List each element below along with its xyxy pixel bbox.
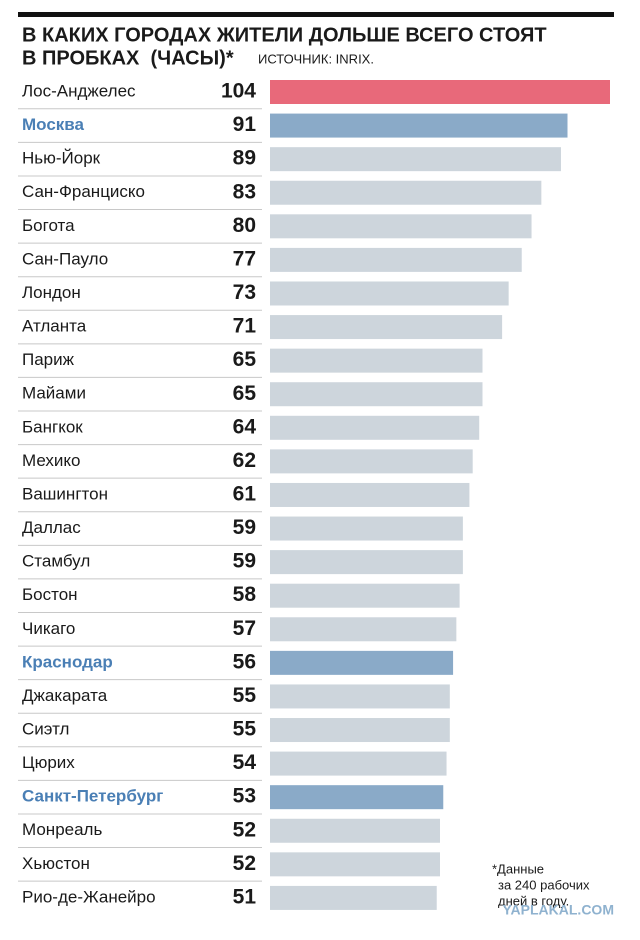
category-label: Сиэтл: [22, 720, 69, 739]
value-label: 59: [233, 550, 256, 573]
category-label: Сан-Франциско: [22, 182, 145, 201]
bar: [270, 852, 440, 877]
bar: [270, 180, 542, 205]
value-label: 55: [233, 684, 257, 707]
bar: [270, 818, 440, 843]
bar: [270, 885, 437, 910]
value-label: 77: [233, 247, 256, 270]
value-label: 62: [233, 449, 256, 472]
value-label: 80: [233, 214, 256, 237]
footnote: *Данные: [492, 861, 544, 876]
category-label: Хьюстон: [22, 854, 90, 873]
bar: [270, 147, 561, 172]
category-label: Рио-де-Жанейро: [22, 887, 156, 906]
bar: [270, 718, 450, 743]
value-label: 56: [233, 650, 256, 673]
bar: [270, 516, 463, 541]
watermark: YAPLAKAL.COM: [503, 902, 615, 918]
category-label: Бостон: [22, 585, 78, 604]
value-label: 55: [233, 718, 257, 741]
category-label: Майами: [22, 384, 86, 403]
footnote: дней в году.: [498, 893, 569, 908]
category-label: Лос-Анджелес: [22, 81, 136, 100]
category-label: Цюрих: [22, 753, 75, 772]
category-label: Богота: [22, 216, 75, 235]
category-label: Мехико: [22, 451, 81, 470]
value-label: 51: [233, 885, 257, 908]
value-label: 61: [233, 483, 257, 506]
bar: [270, 449, 473, 474]
value-label: 71: [233, 315, 257, 338]
bar: [270, 650, 454, 675]
value-label: 65: [233, 348, 257, 371]
bar: [270, 785, 444, 810]
value-label: 52: [233, 852, 256, 875]
bar: [270, 684, 450, 709]
category-label: Сан-Пауло: [22, 249, 108, 268]
value-label: 52: [233, 818, 256, 841]
category-label: Монреаль: [22, 820, 102, 839]
source: ИСТОЧНИК: INRIX.: [258, 51, 374, 66]
category-label: Вашингтон: [22, 484, 108, 503]
value-label: 59: [233, 516, 256, 539]
category-label: Чикаго: [22, 619, 75, 638]
bar: [270, 617, 457, 642]
category-label: Москва: [22, 115, 85, 134]
category-label: Лондон: [22, 283, 81, 302]
value-label: 57: [233, 617, 256, 640]
bar: [270, 281, 509, 306]
bar: [270, 482, 470, 507]
chart-title: В ПРОБКАХ (ЧАСЫ)*: [22, 47, 234, 69]
footnote: за 240 рабочих: [498, 877, 590, 892]
category-label: Бангкок: [22, 417, 83, 436]
value-label: 83: [233, 180, 256, 203]
value-label: 53: [233, 785, 256, 808]
bar: [270, 348, 483, 373]
chart-title: В КАКИХ ГОРОДАХ ЖИТЕЛИ ДОЛЬШЕ ВСЕГО СТОЯ…: [22, 24, 547, 46]
category-label: Стамбул: [22, 552, 90, 571]
bar: [270, 214, 532, 239]
value-label: 73: [233, 281, 256, 304]
value-label: 104: [221, 80, 256, 103]
bar: [270, 583, 460, 608]
bar: [270, 80, 610, 104]
category-label: Париж: [22, 350, 75, 369]
category-label: Санкт-Петербург: [22, 787, 163, 806]
value-label: 54: [233, 751, 257, 774]
bar: [270, 315, 503, 340]
bar: [270, 550, 463, 575]
top-rule: [18, 12, 614, 17]
category-label: Даллас: [22, 518, 81, 537]
category-label: Краснодар: [22, 652, 113, 671]
bar: [270, 751, 447, 776]
category-label: Атланта: [22, 317, 87, 336]
bar: [270, 247, 522, 272]
category-label: Нью-Йорк: [22, 149, 101, 168]
bar: [270, 113, 568, 138]
bar: [270, 415, 480, 440]
value-label: 91: [233, 113, 257, 136]
value-label: 58: [233, 583, 257, 606]
category-label: Джакарата: [22, 686, 108, 705]
value-label: 65: [233, 382, 257, 405]
bar: [270, 382, 483, 407]
value-label: 64: [233, 415, 257, 438]
value-label: 89: [233, 147, 256, 170]
